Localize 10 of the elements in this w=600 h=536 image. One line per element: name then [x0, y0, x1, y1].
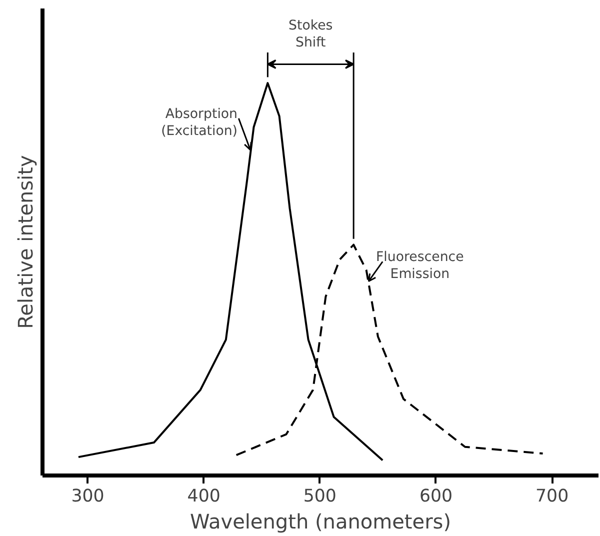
x-tick-label: 300: [71, 486, 104, 506]
x-axis-title: Wavelength (nanometers): [190, 510, 452, 534]
y-axis-title: Relative intensity: [14, 154, 38, 329]
x-tick-label: 700: [536, 486, 569, 506]
annotation: Fluorescence Emission: [376, 250, 464, 282]
x-tick-label: 400: [187, 486, 220, 506]
x-tick-label: 600: [419, 486, 453, 506]
annotation: Absorption (Excitation): [161, 106, 238, 139]
text: Stokes Shift: [288, 18, 333, 51]
x-tick-label: 500: [303, 486, 336, 506]
